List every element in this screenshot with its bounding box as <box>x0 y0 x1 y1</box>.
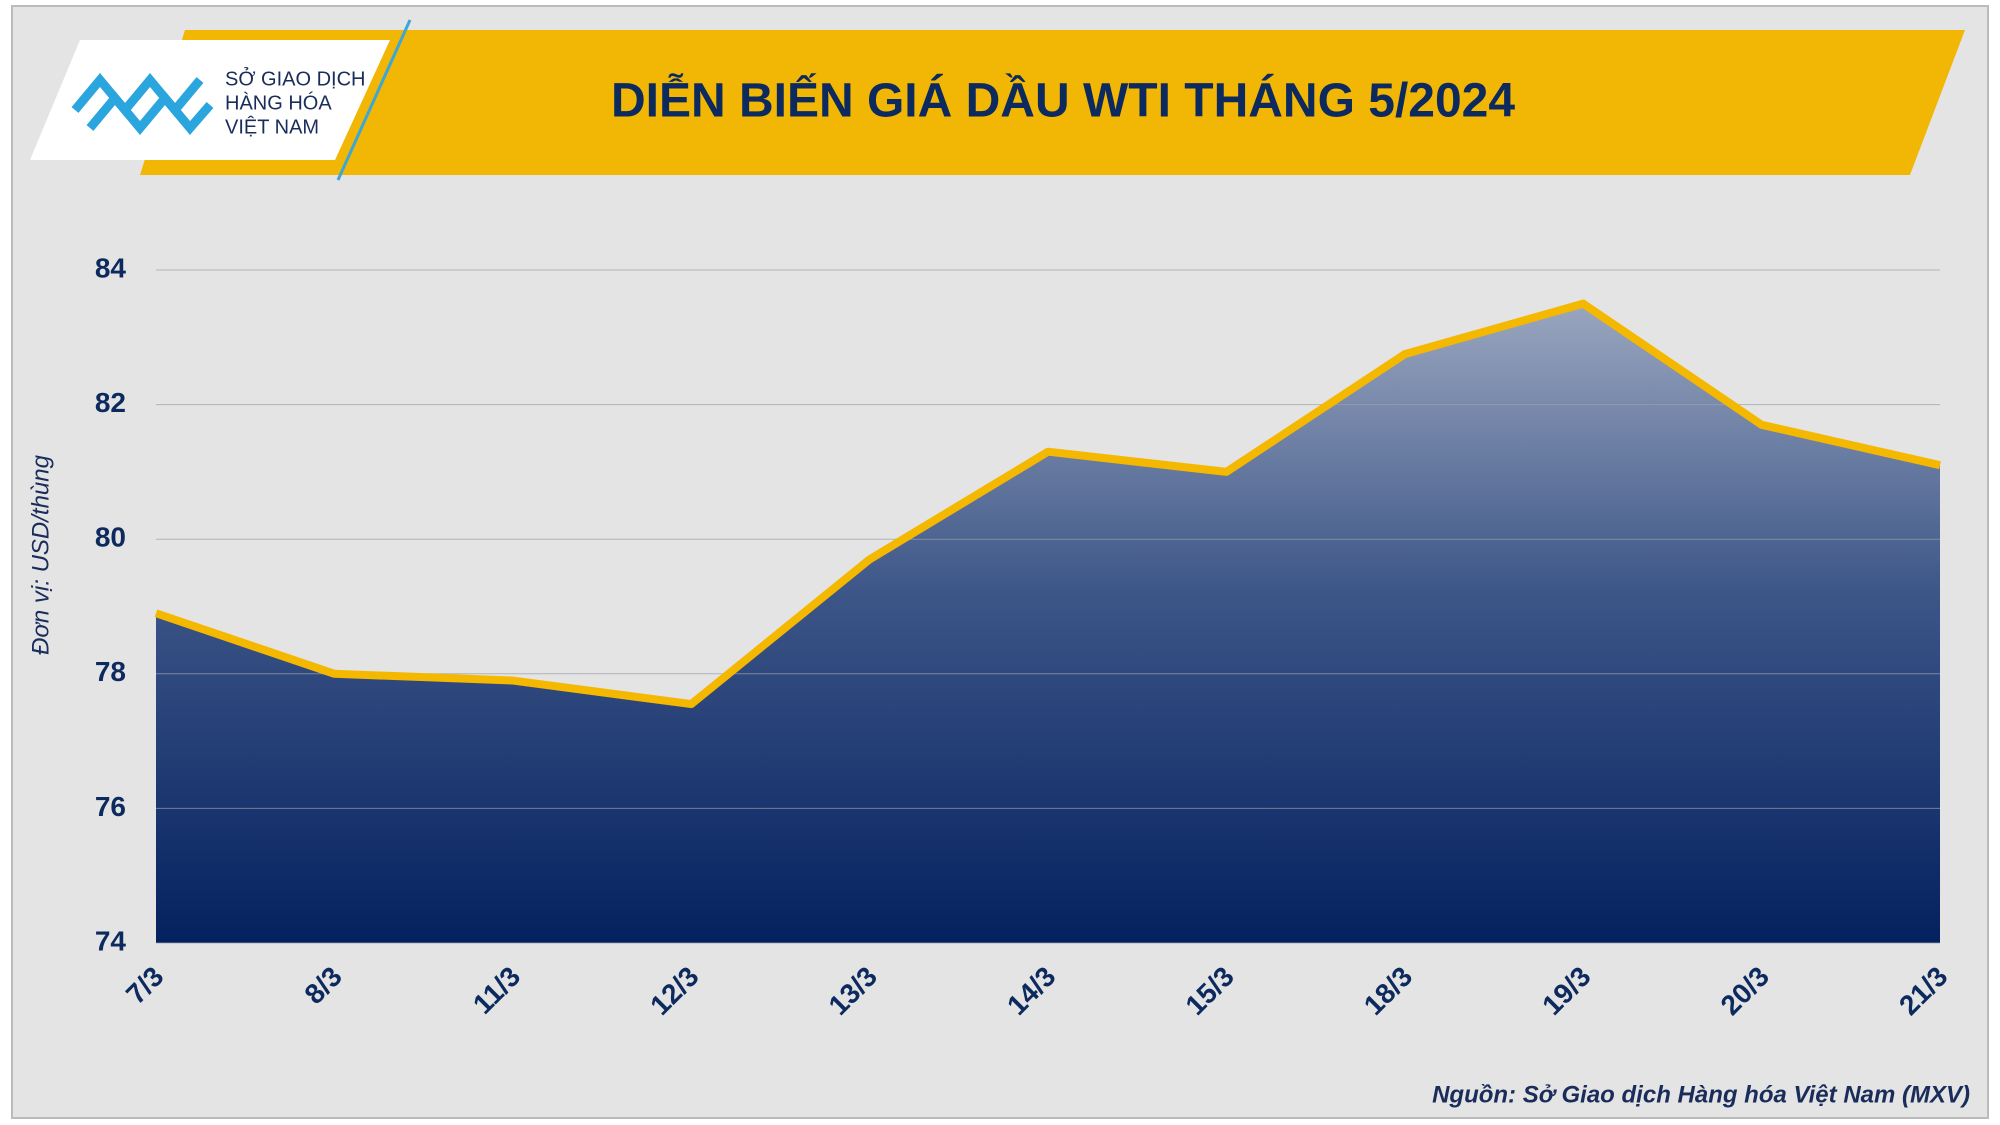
area <box>156 303 1940 943</box>
title-banner <box>140 30 1965 175</box>
y-tick-label: 74 <box>95 925 127 956</box>
y-tick-label: 76 <box>95 791 126 822</box>
accent <box>336 19 412 181</box>
y-axis-label: Đơn vị: USD/thùng <box>27 454 54 655</box>
logo-box <box>30 40 390 160</box>
logo-text: VIỆT NAM <box>225 115 319 138</box>
source: Nguồn: Sở Giao dịch Hàng hóa Việt Nam (M… <box>1432 1081 1970 1108</box>
line <box>154 299 1941 709</box>
chart-title: DIỄN BIẾN GIÁ DẦU WTI THÁNG 5/2024 <box>611 74 1515 128</box>
y-tick-label: 78 <box>95 656 126 687</box>
y-tick-label: 84 <box>95 252 127 283</box>
logo-icon <box>71 72 214 136</box>
y-tick-label: 82 <box>95 387 126 418</box>
y-tick-label: 80 <box>95 522 126 553</box>
logo-text: HÀNG HÓA <box>225 91 332 114</box>
logo-text: SỞ GIAO DỊCH <box>225 66 366 90</box>
